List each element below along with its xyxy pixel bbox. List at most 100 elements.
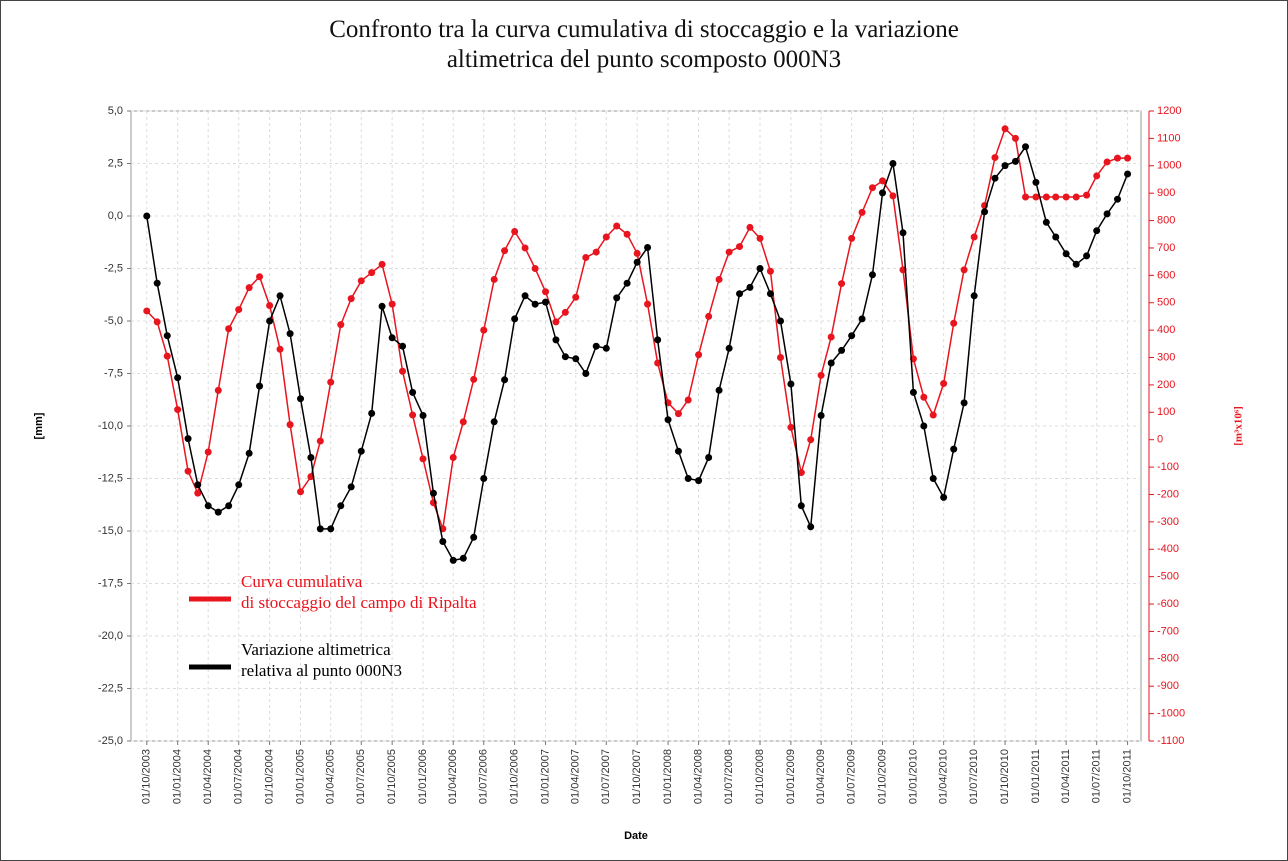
data-point: [889, 160, 897, 167]
data-point: [245, 449, 253, 457]
x-tick-label: 01/10/2010: [999, 749, 1011, 804]
data-point: [184, 467, 192, 475]
x-tick-label: 01/10/2008: [754, 749, 766, 804]
data-point: [542, 298, 550, 306]
y2-tick-label: -700: [1157, 625, 1179, 637]
data-point: [1103, 158, 1111, 166]
data-point: [725, 344, 733, 352]
x-tick-label: 01/04/2010: [938, 749, 950, 804]
data-point: [256, 273, 264, 281]
data-point: [909, 388, 917, 396]
data-point: [991, 154, 999, 162]
data-point: [357, 447, 365, 455]
data-point: [674, 410, 682, 418]
data-point: [1083, 252, 1091, 260]
y2-tick-label: 1200: [1157, 105, 1181, 117]
data-point: [419, 455, 427, 463]
data-point: [644, 300, 652, 308]
data-point: [256, 382, 264, 390]
y2-axis-label: [m³x10⁶]: [1233, 406, 1245, 446]
data-point: [602, 233, 610, 241]
data-point: [613, 294, 621, 302]
data-point: [981, 208, 989, 216]
y2-tick-label: -1000: [1157, 708, 1185, 720]
data-point: [1042, 218, 1050, 226]
data-point: [459, 554, 467, 562]
data-point: [245, 284, 253, 292]
data-point: [490, 275, 498, 283]
data-point: [695, 351, 703, 359]
y-tick-label: 5,0: [108, 105, 123, 117]
data-point: [848, 332, 856, 340]
data-point: [316, 525, 324, 533]
data-point: [235, 481, 243, 489]
data-point: [297, 488, 305, 496]
data-point: [470, 375, 478, 383]
x-tick-label: 01/01/2007: [539, 749, 551, 804]
data-point: [787, 423, 795, 431]
data-point: [1114, 195, 1122, 203]
x-tick-label: 01/07/2008: [723, 749, 735, 804]
data-point: [1042, 193, 1050, 201]
data-point: [316, 437, 324, 445]
data-point: [848, 234, 856, 242]
y2-tick-label: 1100: [1157, 132, 1181, 144]
data-point: [929, 475, 937, 482]
data-point: [439, 538, 447, 545]
data-point: [623, 279, 631, 287]
data-point: [756, 265, 764, 272]
data-point: [143, 307, 151, 315]
data-point: [561, 308, 569, 316]
data-point: [633, 249, 641, 257]
data-point: [501, 247, 509, 255]
data-point: [920, 393, 928, 401]
x-tick-label: 01/01/2010: [907, 749, 919, 804]
data-point: [572, 293, 580, 301]
data-point: [970, 233, 978, 241]
data-point: [756, 234, 764, 242]
data-point: [347, 295, 355, 303]
data-point: [797, 469, 805, 477]
data-point: [592, 248, 600, 256]
y2-tick-label: 700: [1157, 242, 1175, 254]
data-point: [868, 271, 876, 279]
data-point: [470, 533, 478, 541]
x-tick-label: 01/10/2003: [141, 749, 153, 804]
data-point: [889, 192, 897, 200]
data-point: [357, 277, 365, 285]
data-point: [552, 336, 560, 344]
data-point: [715, 386, 723, 394]
y2-tick-label: 400: [1157, 324, 1175, 336]
data-point: [602, 344, 610, 352]
legend-label: Curva cumulativa di stoccaggio del campo…: [241, 572, 477, 612]
data-point: [991, 174, 999, 182]
data-point: [561, 353, 569, 361]
data-point: [777, 354, 785, 362]
data-point: [194, 489, 202, 497]
data-point: [521, 292, 529, 300]
x-tick-label: 01/10/2011: [1121, 749, 1133, 803]
data-point: [531, 265, 539, 272]
data-point: [684, 396, 692, 404]
x-tick-label: 01/04/2009: [815, 749, 827, 804]
data-point: [153, 279, 161, 287]
data-point: [409, 411, 417, 419]
data-point: [674, 447, 682, 455]
data-point: [644, 244, 652, 251]
data-point: [970, 292, 978, 300]
x-tick-label: 01/10/2006: [509, 749, 521, 804]
data-point: [1083, 191, 1091, 199]
data-point: [838, 346, 846, 354]
y2-tick-label: 800: [1157, 214, 1175, 226]
data-point: [347, 483, 355, 491]
y-tick-label: 2,5: [108, 157, 123, 169]
data-point: [307, 454, 315, 461]
data-point: [725, 248, 733, 256]
x-tick-label: 01/07/2009: [846, 749, 858, 804]
data-point: [521, 244, 529, 252]
x-tick-label: 01/01/2011: [1030, 749, 1042, 803]
y2-tick-label: 1000: [1157, 160, 1181, 172]
data-point: [572, 355, 580, 363]
data-point: [766, 267, 774, 275]
